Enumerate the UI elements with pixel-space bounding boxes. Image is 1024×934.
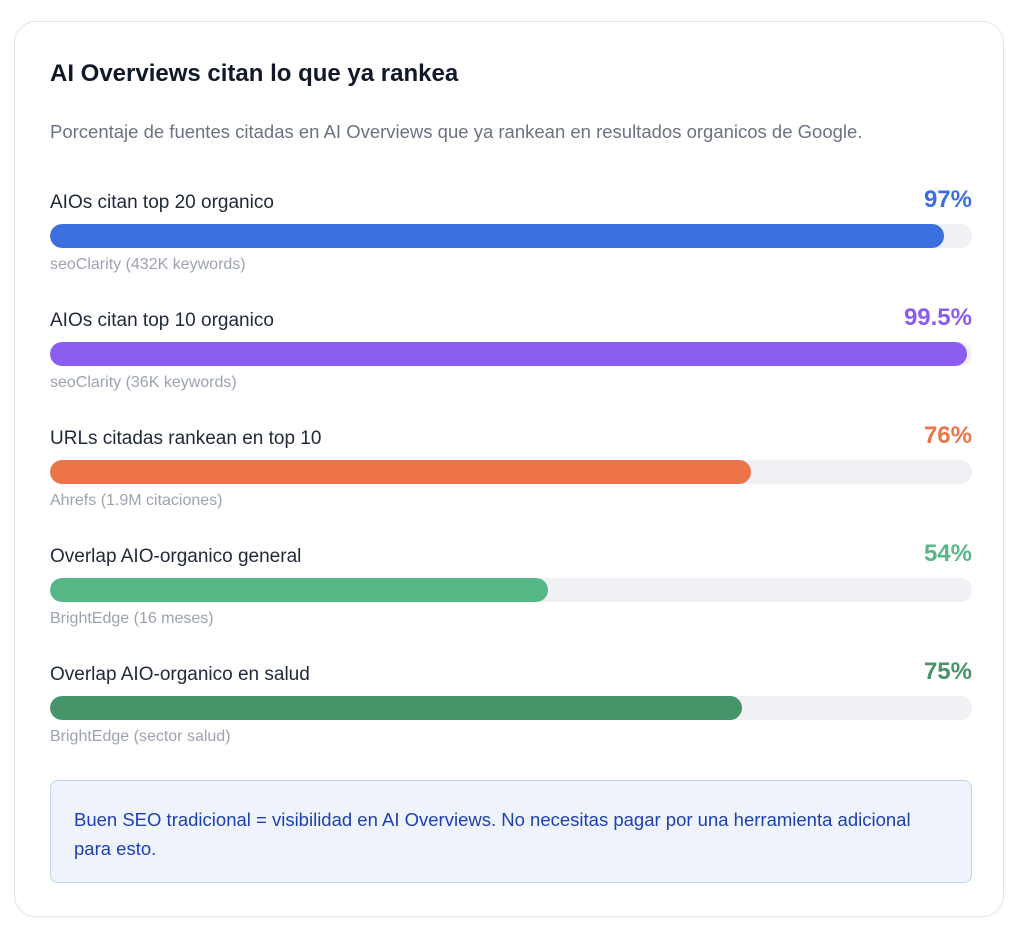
bar-row: AIOs citan top 20 organico 97% seoClarity … <box>50 184 972 302</box>
bar-label: AIOs citan top 10 organico <box>50 310 274 331</box>
bar-label: URLs citadas rankean en top 10 <box>50 428 322 449</box>
bar-track <box>50 696 972 720</box>
bar-row: AIOs citan top 10 organico 99.5% seoClarit… <box>50 302 972 420</box>
bar-row: URLs citadas rankean en top 10 76% Ahrefs … <box>50 420 972 538</box>
info-callout-text: Buen SEO tradicional = visibilidad en AI… <box>74 809 911 859</box>
bar-value-label: 54% <box>923 540 972 567</box>
bar-track <box>50 578 972 602</box>
bar-source: seoClarity (36K keywords) <box>50 374 237 391</box>
bar-value-label: 99.5% <box>903 304 972 331</box>
bar-track <box>50 342 972 366</box>
bar-list: AIOs citan top 20 organico 97% seoClarity … <box>50 184 972 774</box>
bar-fill <box>50 696 742 720</box>
bar-source: BrightEdge (16 meses) <box>50 610 214 627</box>
bar-label: Overlap AIO-organico en salud <box>50 664 310 685</box>
bar-value-label: 76% <box>923 422 972 449</box>
bar-label: Overlap AIO-organico general <box>50 546 302 567</box>
bar-label: AIOs citan top 20 organico <box>50 192 274 213</box>
bar-fill <box>50 224 945 248</box>
bar-fill <box>50 460 751 484</box>
bar-row: Overlap AIO-organico en salud 75% BrightEd… <box>50 656 972 774</box>
bar-row: Overlap AIO-organico general 54% BrightEdg… <box>50 538 972 656</box>
chart-subtitle: Porcentaje de fuentes citadas en AI Over… <box>50 121 863 142</box>
bar-track <box>50 460 972 484</box>
bar-fill <box>50 342 968 366</box>
bar-value-label: 97% <box>923 186 972 213</box>
info-callout: Buen SEO tradicional = visibilidad en AI… <box>50 780 972 883</box>
bar-source: seoClarity (432K keywords) <box>50 256 246 273</box>
bar-value-label: 75% <box>923 658 972 685</box>
bar-fill <box>50 578 548 602</box>
chart-card: AI Overviews citan lo que ya rankea Porc… <box>14 21 1004 917</box>
bar-source: BrightEdge (sector salud) <box>50 728 231 745</box>
chart-title: AI Overviews citan lo que ya rankea <box>50 60 459 87</box>
bar-track <box>50 224 972 248</box>
bar-source: Ahrefs (1.9M citaciones) <box>50 492 223 509</box>
